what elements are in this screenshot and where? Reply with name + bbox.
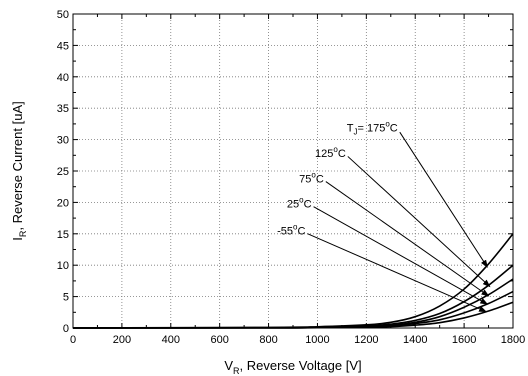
series-line-4 [72, 301, 514, 329]
y-tick-label: 20 [57, 197, 69, 209]
annotation-text: -55 [277, 225, 293, 237]
y-tick-label: 25 [57, 166, 69, 178]
annotation-unit: C [304, 198, 312, 210]
annotation-label-0: TJ= 175oC [347, 119, 398, 136]
annotation-arrow-3 [313, 206, 489, 305]
x-axis-title-rest: , Reverse Voltage [V] [240, 358, 362, 373]
annotation-label-4: -55oC [277, 222, 305, 237]
x-tick-label: 600 [210, 334, 228, 346]
x-tick-label: 1600 [452, 334, 476, 346]
annotation-rest: = 175 [358, 122, 386, 134]
annotation-text: 25 [287, 198, 299, 210]
annotation-unit: C [338, 148, 346, 160]
annotation-text: T [347, 122, 354, 134]
x-tick-label: 1800 [501, 334, 525, 346]
annotation-unit: C [316, 173, 324, 185]
annotation-sup: o [293, 222, 298, 231]
y-tick-label: 10 [57, 260, 69, 272]
annotation-sup: o [333, 145, 338, 154]
annotation-unit: C [390, 122, 398, 134]
y-tick-label: 50 [57, 9, 69, 21]
y-tick-label: 40 [57, 72, 69, 84]
y-tick-label: 15 [57, 229, 69, 241]
annotation-text: 125 [315, 148, 333, 160]
x-tick-label: 1400 [403, 334, 427, 346]
annotation-sup: o [385, 119, 390, 128]
x-tick-label: 800 [259, 334, 277, 346]
x-tick-label: 400 [162, 334, 180, 346]
x-tick-label: 200 [113, 334, 131, 346]
annotation-arrow-4 [307, 233, 488, 313]
annotation-label-1: 125oC [315, 145, 346, 160]
series-line-2 [72, 278, 514, 329]
y-axis-title-sub: R [18, 230, 28, 237]
tick-marks [72, 13, 514, 329]
annotation-text: 75 [299, 173, 311, 185]
x-axis-title-main: V [224, 358, 233, 373]
y-tick-label: 5 [63, 292, 69, 304]
y-tick-label: 35 [57, 103, 69, 115]
annotation-sub: J [354, 127, 358, 136]
x-axis-title: VR, Reverse Voltage [V] [224, 358, 361, 376]
y-tick-labels: 0 5 10 15 20 25 30 35 40 45 50 [57, 9, 69, 335]
annotation-arrow-2 [325, 181, 490, 297]
y-tick-label: 30 [57, 135, 69, 147]
x-tick-labels: 0 200 400 600 800 1000 1200 1400 1600 1800 [70, 334, 525, 346]
grid [73, 14, 513, 328]
x-tick-label: 1000 [305, 334, 329, 346]
annotation-arrow-0 [399, 131, 488, 268]
x-tick-label: 1200 [354, 334, 378, 346]
y-tick-label: 45 [57, 40, 69, 52]
y-axis-title-main: I [10, 237, 25, 241]
x-axis-title-sub: R [233, 366, 240, 376]
y-tick-label: 0 [63, 323, 69, 335]
y-axis-title-rest: , Reverse Current [uA] [10, 101, 25, 230]
x-tick-label: 0 [70, 334, 76, 346]
y-axis-title: IR, Reverse Current [uA] [10, 101, 28, 240]
annotation-sup: o [311, 170, 316, 179]
annotation-arrow-1 [347, 156, 491, 288]
annotation-label-2: 75oC [299, 170, 324, 185]
annotation-unit: C [297, 225, 305, 237]
annotation-sup: o [299, 195, 304, 204]
annotation-label-3: 25oC [287, 195, 312, 210]
